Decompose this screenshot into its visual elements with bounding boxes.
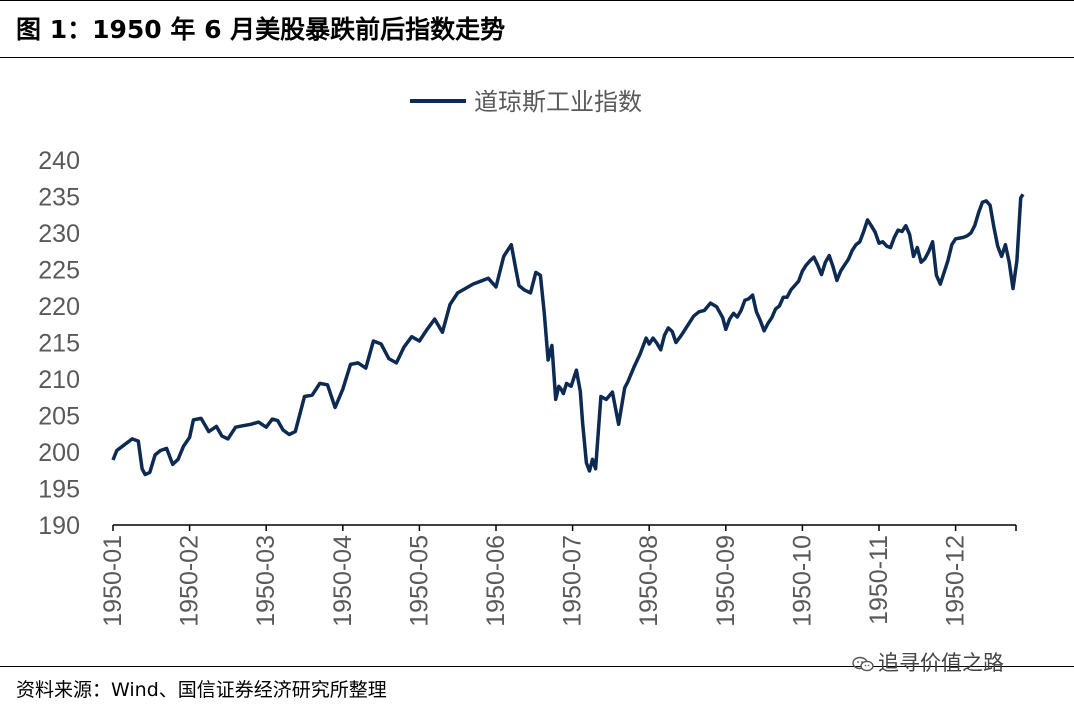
y-tick-label: 210 bbox=[38, 366, 80, 394]
footer-divider bbox=[0, 666, 1074, 667]
x-tick-label: 1950-09 bbox=[712, 535, 740, 627]
x-tick-label: 1950-01 bbox=[99, 535, 127, 627]
x-tick-label: 1950-10 bbox=[788, 535, 816, 627]
x-tick-label: 1950-02 bbox=[176, 535, 204, 627]
x-tick-label: 1950-04 bbox=[329, 535, 357, 627]
chart-legend: 道琼斯工业指数 bbox=[410, 88, 642, 116]
line-chart: 道琼斯工业指数 190 195 200 205 210 215 220 225 230 235 24… bbox=[38, 88, 1025, 627]
y-tick-label: 190 bbox=[38, 512, 80, 540]
x-tick-label: 1950-12 bbox=[942, 535, 970, 627]
source-note: 资料来源：Wind、国信证券经济研究所整理 bbox=[16, 679, 387, 701]
y-tick-label: 200 bbox=[38, 439, 80, 467]
series-line-dow-jones bbox=[111, 193, 1025, 477]
y-tick-label: 205 bbox=[38, 403, 80, 431]
figure-title: 图 1：1950 年 6 月美股暴跌前后指数走势 bbox=[16, 15, 506, 44]
x-tick-label: 1950-11 bbox=[865, 535, 893, 625]
title-bar: 图 1：1950 年 6 月美股暴跌前后指数走势 bbox=[0, 0, 1074, 58]
y-tick-label: 215 bbox=[38, 330, 80, 358]
y-tick-label: 230 bbox=[38, 220, 80, 248]
x-tick-label: 1950-06 bbox=[482, 535, 510, 627]
y-tick-label: 240 bbox=[38, 147, 80, 175]
x-tick-label: 1950-03 bbox=[252, 535, 280, 627]
y-tick-label: 220 bbox=[38, 293, 80, 321]
legend-label: 道琼斯工业指数 bbox=[474, 88, 642, 116]
watermark-text: 追寻价值之路 bbox=[878, 651, 1004, 675]
x-axis: 1950-01 1950-02 1950-03 1950-04 1950-05 1950-… bbox=[99, 524, 1017, 627]
x-tick-label: 1950-08 bbox=[635, 535, 663, 627]
y-axis: 190 195 200 205 210 215 220 225 230 235 240 bbox=[38, 147, 80, 540]
x-tick-label: 1950-05 bbox=[405, 535, 433, 627]
x-tick-label: 1950-07 bbox=[559, 535, 587, 627]
y-tick-label: 235 bbox=[38, 184, 80, 212]
wechat-icon bbox=[852, 656, 874, 672]
y-tick-label: 195 bbox=[38, 476, 80, 504]
y-tick-label: 225 bbox=[38, 257, 80, 285]
watermark: 追寻价值之路 bbox=[852, 650, 1004, 676]
